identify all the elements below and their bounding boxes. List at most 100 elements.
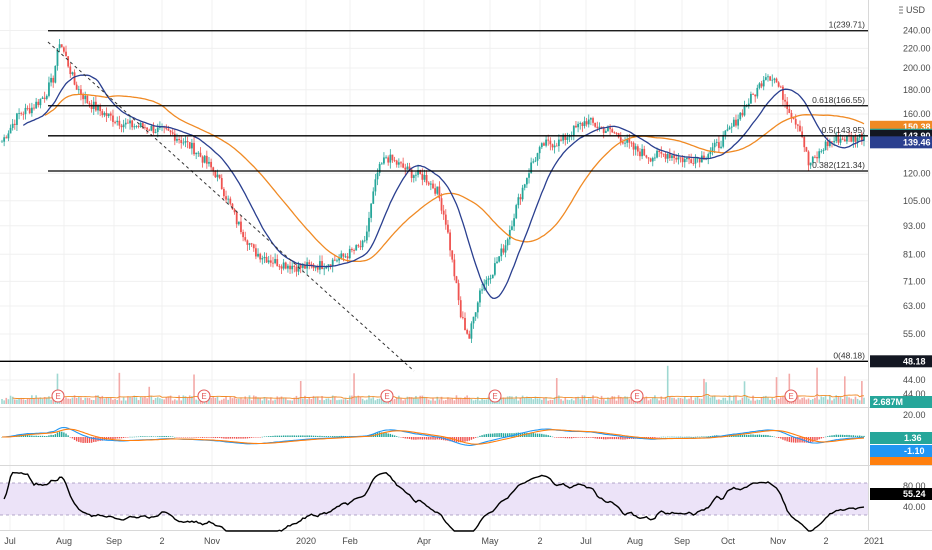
volume-bar xyxy=(50,399,52,404)
candle-body xyxy=(594,122,597,127)
candle-body xyxy=(846,135,848,142)
volume-bar xyxy=(784,396,786,404)
macd-histogram-bar xyxy=(568,437,571,439)
price-axis-tick: 200.00 xyxy=(903,63,931,73)
macd-histogram-bar xyxy=(276,435,278,437)
macd-histogram-bar xyxy=(101,437,103,441)
time-axis-tick: 2020 xyxy=(296,536,316,546)
macd-histogram-bar xyxy=(129,436,131,438)
macd-histogram-bar xyxy=(195,437,197,438)
volume-bar xyxy=(846,396,848,404)
volume-bar xyxy=(391,399,394,404)
price-axis-ticks[interactable]: 240.00220.00200.00180.00160.00140.00120.… xyxy=(903,25,931,385)
macd-histogram-bar xyxy=(289,435,291,437)
volume-bar xyxy=(730,400,733,404)
candle-body xyxy=(589,118,592,120)
candle-body xyxy=(668,154,671,159)
macd-histogram-bar xyxy=(805,437,808,443)
currency-control[interactable]: USD xyxy=(899,5,926,15)
volume-bar xyxy=(626,396,628,404)
candle-body xyxy=(611,129,614,133)
volume-bar xyxy=(504,398,507,404)
macd-histogram-bar xyxy=(703,436,705,437)
volume-bar xyxy=(336,400,338,404)
earnings-marker-icon[interactable] xyxy=(51,389,65,403)
candle-body xyxy=(713,142,716,148)
candle-body xyxy=(363,240,366,242)
candle-body xyxy=(88,103,91,105)
volume-bar xyxy=(645,396,648,404)
volume-bar xyxy=(171,400,174,404)
macd-histogram-bar xyxy=(790,437,793,443)
pane-divider-rsi xyxy=(0,465,932,466)
candle-body xyxy=(493,263,496,275)
earnings-marker-icon[interactable] xyxy=(197,389,211,403)
macd-histogram-bar xyxy=(780,437,782,439)
macd-histogram-bar xyxy=(285,435,287,437)
macd-histogram-bar xyxy=(423,437,426,440)
macd-histogram-bar xyxy=(65,433,67,437)
time-axis-ticks[interactable]: Jul Aug Sep 2 Nov 2020 Feb Apr May 2 Jul Aug Sep Oct N… xyxy=(4,536,884,546)
candle-body xyxy=(37,101,40,106)
candle-body xyxy=(323,268,326,270)
candle-body xyxy=(378,164,381,173)
candle-body xyxy=(479,290,481,303)
macd-histogram-bar xyxy=(302,435,304,437)
volume-bar xyxy=(250,400,253,404)
earnings-marker-label: E xyxy=(201,392,206,401)
volume-bar xyxy=(707,395,710,404)
volume-bar xyxy=(654,395,656,404)
volume-bar xyxy=(852,399,855,404)
candle-body xyxy=(673,155,676,158)
macd-histogram-bar xyxy=(814,437,816,442)
macd-histogram-bar xyxy=(398,436,400,438)
macd-histogram-bar xyxy=(428,437,430,440)
scale-settings-icon[interactable] xyxy=(899,6,903,14)
candle-body xyxy=(425,174,428,183)
candle-body xyxy=(137,125,140,127)
volume-bar xyxy=(541,399,543,404)
candle-body xyxy=(291,265,294,270)
volume-bar xyxy=(304,395,306,404)
macd-histogram-bar xyxy=(75,437,78,442)
volume-bar xyxy=(430,400,432,404)
macd-histogram-bar xyxy=(596,437,598,439)
earnings-marker-icon[interactable] xyxy=(380,389,394,403)
candle-body xyxy=(402,163,405,168)
macd-histogram-bar xyxy=(541,433,543,437)
macd-histogram-bar xyxy=(125,437,127,438)
volume-ma-line xyxy=(12,394,864,400)
candle-body xyxy=(176,138,178,141)
macd-histogram-bar xyxy=(739,434,741,437)
macd-histogram-bar xyxy=(553,437,556,438)
volume-bar xyxy=(807,398,810,404)
volume-bar xyxy=(229,396,232,404)
candle-body xyxy=(831,141,833,143)
volume-bar xyxy=(474,399,477,404)
candle-body xyxy=(173,133,176,141)
candle-body xyxy=(348,248,351,259)
macd-histogram-bar xyxy=(238,437,240,439)
macd-histogram-bar xyxy=(404,437,406,439)
macd-histogram-bar xyxy=(579,437,581,438)
candle-body xyxy=(3,137,6,142)
macd-histogram-bar xyxy=(80,437,82,443)
earnings-marker-icon[interactable] xyxy=(784,389,798,403)
candle-body xyxy=(792,117,795,120)
candle-body xyxy=(688,157,690,160)
price-candles[interactable] xyxy=(1,38,865,344)
volume-bar xyxy=(20,397,23,404)
fibonacci-levels[interactable]: 1(239.71) 0.618(166.55) 0.5(143.95) 0.382(1… xyxy=(0,20,868,362)
volume-bar xyxy=(760,397,763,404)
fib-trend-line[interactable] xyxy=(47,41,415,372)
volume-bar xyxy=(528,398,530,404)
macd-histogram-bar xyxy=(673,436,675,438)
macd-histogram-bar xyxy=(203,437,206,438)
earnings-marker-icon[interactable] xyxy=(488,389,502,403)
macd-histogram-bar xyxy=(50,434,52,437)
candle-body xyxy=(304,264,306,269)
candle-body xyxy=(681,157,684,163)
earnings-marker-icon[interactable] xyxy=(630,389,644,403)
